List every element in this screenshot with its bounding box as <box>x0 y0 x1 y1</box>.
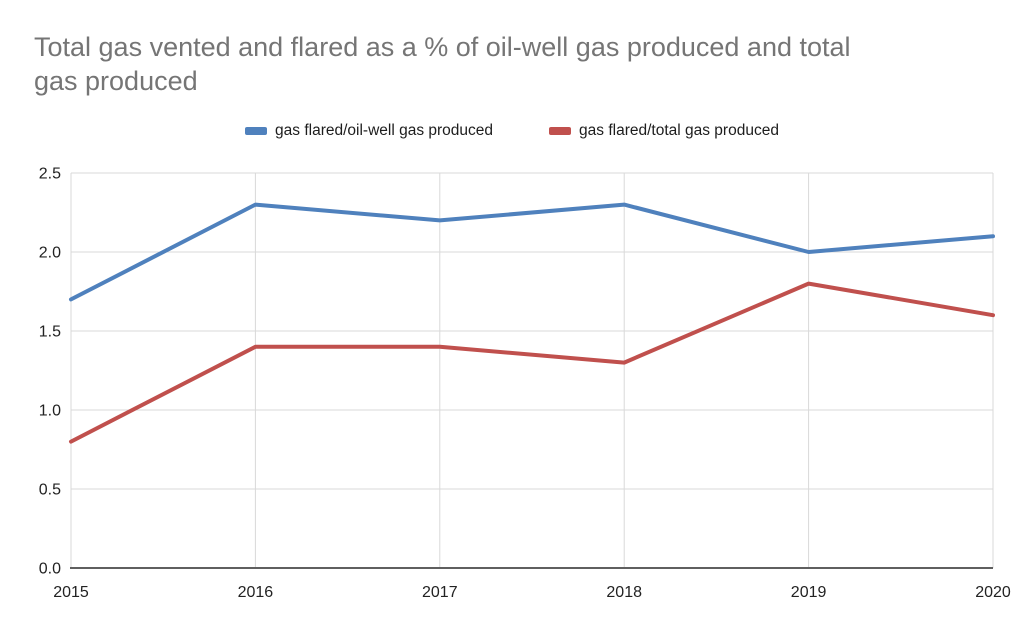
y-tick-label: 0.5 <box>39 482 61 499</box>
series-line <box>69 281 995 444</box>
legend-item-oil-well-gas: gas flared/oil-well gas produced <box>245 122 493 140</box>
legend-swatch-icon <box>549 127 572 135</box>
chart-legend: gas flared/oil-well gas produced gas fla… <box>0 120 1024 142</box>
x-tick-label: 2019 <box>791 584 827 601</box>
x-tick-label: 2015 <box>53 584 89 601</box>
series-line <box>69 202 995 302</box>
y-tick-label: 1.0 <box>39 403 61 420</box>
x-tick-label: 2016 <box>238 584 274 601</box>
legend-label: gas flared/total gas produced <box>579 122 779 139</box>
y-tick-label: 1.5 <box>39 324 61 341</box>
legend-swatch-icon <box>245 127 268 135</box>
legend-label: gas flared/oil-well gas produced <box>275 122 494 139</box>
x-tick-label: 2017 <box>422 584 458 601</box>
y-tick-label: 2.5 <box>39 166 61 183</box>
y-tick-label: 2.0 <box>39 245 61 262</box>
x-tick-label: 2018 <box>606 584 642 601</box>
chart-title: Total gas vented and flared as a % of oi… <box>34 32 851 96</box>
y-tick-label: 0.0 <box>39 561 61 578</box>
legend-item-total-gas: gas flared/total gas produced <box>549 122 779 140</box>
x-tick-label: 2020 <box>975 584 1011 601</box>
